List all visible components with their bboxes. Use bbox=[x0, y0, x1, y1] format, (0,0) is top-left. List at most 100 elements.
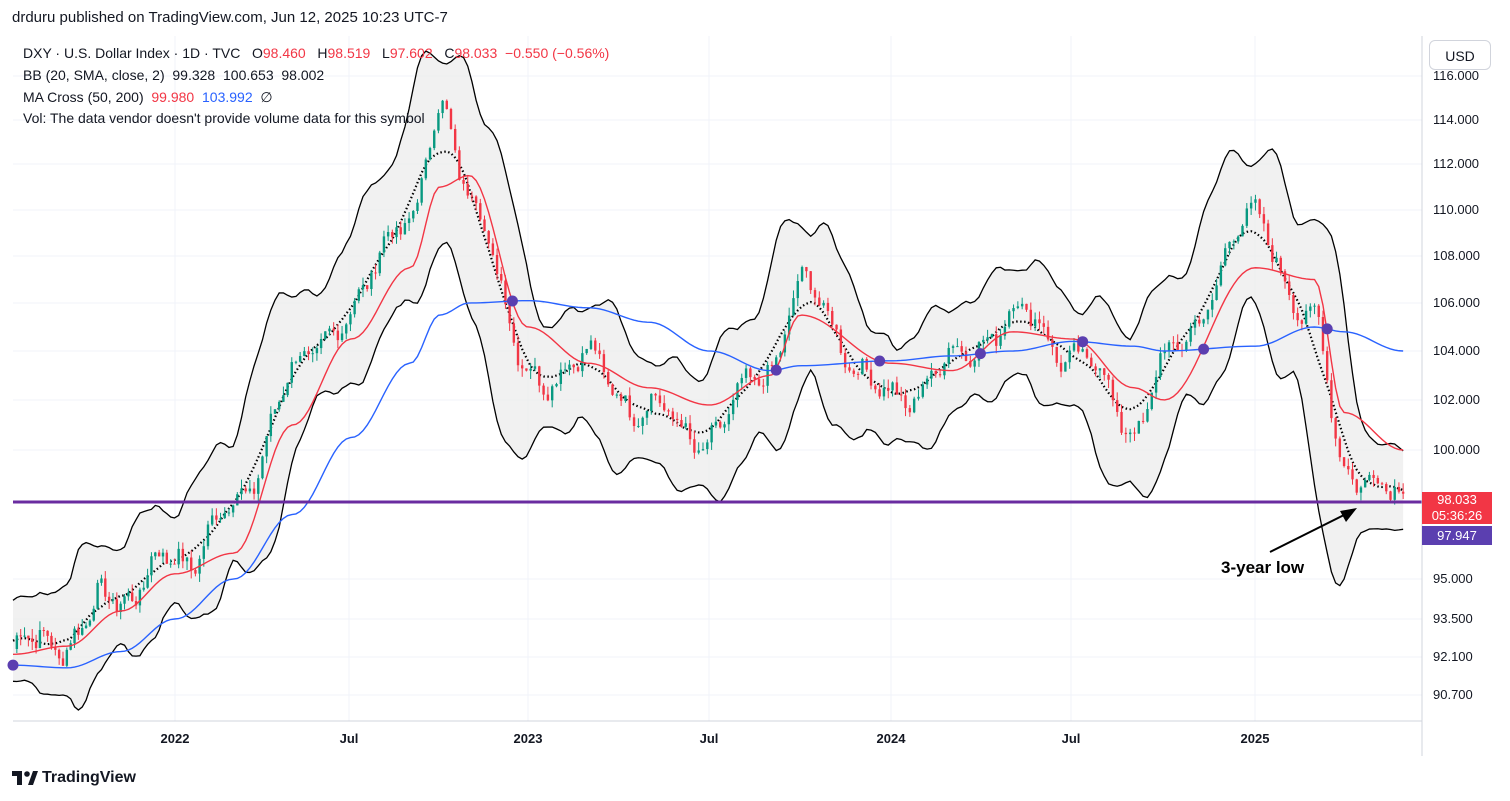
candle-body bbox=[382, 236, 386, 253]
candle-body bbox=[800, 267, 804, 282]
candle-body bbox=[1094, 366, 1097, 371]
candle-body bbox=[1397, 486, 1401, 492]
candle-body bbox=[298, 356, 302, 362]
countdown-value: 05:36:26 bbox=[1431, 508, 1483, 523]
candle-body bbox=[336, 330, 340, 341]
candle-body bbox=[1003, 326, 1007, 336]
candle-body bbox=[1236, 236, 1240, 242]
candle-body bbox=[286, 382, 289, 396]
ma-cross-marker bbox=[506, 295, 518, 307]
candle-body bbox=[727, 414, 731, 425]
candle-body bbox=[1154, 376, 1158, 393]
bb-basis: 99.328 bbox=[172, 67, 216, 83]
candle-body bbox=[194, 570, 197, 574]
candle-body bbox=[1385, 483, 1388, 492]
candle-body bbox=[252, 488, 256, 494]
candle-body bbox=[462, 179, 465, 184]
candle-body bbox=[165, 552, 169, 564]
candle-body bbox=[525, 368, 528, 371]
legend-bb[interactable]: BB (20, SMA, close, 2) 99.328 100.653 98… bbox=[23, 67, 324, 83]
candle-body bbox=[96, 582, 99, 609]
candle-body bbox=[361, 285, 365, 290]
candle-body bbox=[1249, 202, 1253, 209]
candle-body bbox=[154, 552, 157, 557]
candle-body bbox=[474, 196, 478, 204]
price-tick-label: 114.000 bbox=[1433, 112, 1480, 127]
price-tick-label: 112.000 bbox=[1433, 156, 1480, 171]
candle-body bbox=[1338, 438, 1342, 458]
candle-body bbox=[607, 372, 610, 385]
currency-button[interactable]: USD bbox=[1429, 40, 1491, 70]
candle-body bbox=[370, 272, 373, 290]
candle-body bbox=[1304, 310, 1308, 324]
candle-body bbox=[123, 596, 126, 604]
candle-body bbox=[740, 377, 743, 384]
candle-body bbox=[813, 290, 817, 298]
ma-cross-label: MA Cross (50, 200) bbox=[23, 89, 144, 105]
candle-body bbox=[542, 385, 545, 395]
candle-body bbox=[504, 280, 507, 305]
candle-body bbox=[1376, 477, 1380, 484]
candle-body bbox=[887, 387, 890, 391]
candle-body bbox=[269, 413, 273, 437]
candle-body bbox=[839, 329, 843, 353]
candle-body bbox=[248, 488, 252, 492]
candle-body bbox=[602, 354, 606, 373]
candle-body bbox=[1072, 343, 1076, 351]
candle-body bbox=[551, 386, 554, 401]
candle-body bbox=[938, 374, 942, 376]
candle-body bbox=[378, 252, 381, 274]
candle-body bbox=[453, 128, 457, 151]
bb-upper: 100.653 bbox=[223, 67, 274, 83]
candle-body bbox=[1055, 346, 1058, 363]
tradingview-logo[interactable]: TradingView bbox=[12, 769, 136, 787]
legend-symbol[interactable]: DXY · U.S. Dollar Index · 1D · TVC bbox=[23, 45, 241, 61]
candle-body bbox=[391, 232, 394, 238]
candle-body bbox=[637, 425, 640, 427]
candle-body bbox=[328, 328, 331, 332]
candle-body bbox=[1219, 265, 1223, 286]
candle-body bbox=[150, 556, 153, 576]
candle-body bbox=[1033, 319, 1037, 327]
candle-body bbox=[1090, 357, 1093, 367]
moving-averages bbox=[12, 174, 1404, 669]
candle-body bbox=[349, 314, 352, 325]
candle-body bbox=[951, 346, 955, 348]
candle-body bbox=[294, 361, 298, 363]
candle-body bbox=[865, 358, 868, 370]
candle-body bbox=[749, 368, 752, 378]
candle-body bbox=[770, 364, 774, 366]
candle-body bbox=[169, 563, 172, 565]
price-tick-label: 106.000 bbox=[1433, 295, 1480, 310]
candle-body bbox=[882, 387, 886, 397]
candle-body bbox=[34, 641, 38, 649]
candle-body bbox=[818, 297, 821, 306]
candle-body bbox=[654, 393, 657, 396]
candle-body bbox=[1068, 350, 1071, 363]
candle-body bbox=[142, 587, 145, 590]
candle-body bbox=[104, 578, 107, 597]
time-tick-label: Jul bbox=[1061, 731, 1081, 746]
candle-body bbox=[990, 334, 994, 338]
candle-body bbox=[753, 377, 756, 380]
candle-body bbox=[934, 370, 937, 375]
legend-ma-cross[interactable]: MA Cross (50, 200) 99.980 103.992 ∅ bbox=[23, 89, 273, 106]
tradingview-logo-icon bbox=[12, 771, 38, 785]
candle-body bbox=[365, 285, 369, 290]
candle-body bbox=[969, 361, 972, 367]
candle-body bbox=[303, 351, 306, 357]
candle-body bbox=[1202, 319, 1205, 324]
candle-body bbox=[856, 373, 860, 375]
candle-body bbox=[1271, 245, 1274, 262]
candle-body bbox=[357, 289, 361, 301]
candle-body bbox=[1085, 349, 1089, 358]
candle-body bbox=[796, 281, 799, 299]
candle-body bbox=[1116, 400, 1119, 412]
candle-body bbox=[1020, 303, 1024, 307]
candle-body bbox=[508, 304, 511, 324]
candle-body bbox=[1342, 457, 1346, 467]
candle-body bbox=[826, 302, 830, 311]
candle-body bbox=[1141, 420, 1145, 422]
candle-body bbox=[386, 232, 390, 237]
